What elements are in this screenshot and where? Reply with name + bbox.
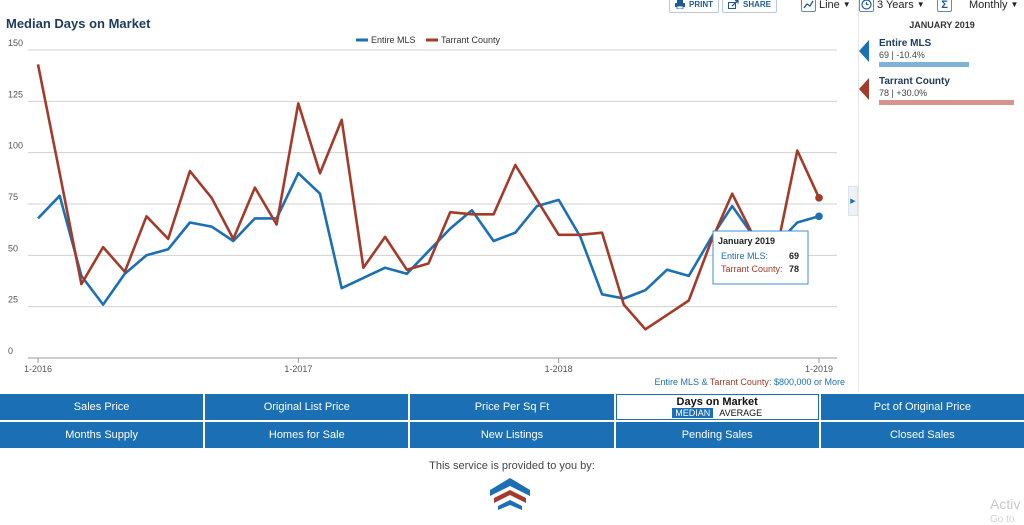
y-tick-label: 25 bbox=[8, 295, 18, 305]
series-endpoint bbox=[815, 194, 823, 202]
nav-active-label: Days on Market bbox=[676, 396, 758, 408]
series-line-entire-mls bbox=[37, 171, 820, 306]
tooltip-row-value: 69 bbox=[789, 251, 799, 261]
top-controls: PRINT SHARE Line ▼ 3 Years ▼ Σ Monthly ▼ bbox=[0, 0, 1024, 14]
y-tick-label: 150 bbox=[8, 38, 23, 48]
side-panel-date: JANUARY 2019 bbox=[909, 20, 975, 30]
company-logo bbox=[474, 478, 546, 523]
footnote-part: Entire MLS bbox=[655, 377, 700, 387]
nav-pending-sales[interactable]: Pending Sales bbox=[615, 422, 819, 448]
pointer-left-icon bbox=[859, 78, 869, 100]
chevron-right-icon: ▶ bbox=[850, 198, 856, 205]
nav-closed-sales[interactable]: Closed Sales bbox=[820, 422, 1024, 448]
print-label: PRINT bbox=[689, 0, 713, 9]
legend-label: Entire MLS bbox=[371, 35, 416, 45]
share-button[interactable]: SHARE bbox=[722, 0, 778, 13]
tooltip-box bbox=[712, 230, 809, 285]
watermark-subtext: Go to bbox=[990, 514, 1015, 525]
chart-type-value: Line bbox=[819, 0, 840, 11]
tooltip-row-value: 78 bbox=[789, 264, 799, 274]
y-tick-label: 125 bbox=[8, 89, 23, 99]
x-tick-label: 1-2019 bbox=[805, 364, 833, 374]
side-entry-bar bbox=[879, 62, 969, 67]
watermark-text: Activ bbox=[990, 496, 1021, 512]
provided-by-text: This service is provided to you by: bbox=[429, 460, 595, 472]
side-entry-name: Tarrant County bbox=[879, 76, 950, 87]
chart-title: Median Days on Market bbox=[6, 16, 151, 31]
chevron-down-icon: ▼ bbox=[1010, 0, 1019, 9]
metric-nav: Sales Price Original List Price Price Pe… bbox=[0, 394, 1024, 448]
y-tick-label: 75 bbox=[8, 192, 18, 202]
series-endpoint bbox=[815, 212, 823, 221]
side-entry-bar bbox=[879, 100, 1014, 105]
nav-price-per-sq-ft[interactable]: Price Per Sq Ft bbox=[410, 394, 614, 420]
x-tick-label: 1-2016 bbox=[24, 364, 52, 374]
panel-toggle[interactable]: ▶ bbox=[848, 186, 858, 216]
clock-icon bbox=[859, 0, 874, 12]
nav-months-supply[interactable]: Months Supply bbox=[0, 422, 204, 448]
stat-toggle: MEDIAN AVERAGE bbox=[672, 408, 762, 418]
chart-footnote: Entire MLS & Tarrant County: $800,000 or… bbox=[655, 377, 845, 387]
chart-type-select[interactable]: Line ▼ bbox=[801, 0, 851, 13]
share-label: SHARE bbox=[743, 0, 772, 9]
nav-sales-price[interactable]: Sales Price bbox=[0, 394, 204, 420]
nav-pct-of-original-price[interactable]: Pct of Original Price bbox=[820, 394, 1024, 420]
side-entry-stat: 78 | +30.0% bbox=[879, 88, 928, 98]
footnote-part: : $800,000 or More bbox=[769, 377, 845, 387]
print-button[interactable]: PRINT bbox=[669, 0, 719, 13]
chart-plot: 0 25 50 75 100 125 150 1-2016 1-2017 1-2018 1-2019… bbox=[8, 35, 845, 387]
nav-days-on-market[interactable]: Days on Market MEDIAN AVERAGE bbox=[615, 394, 819, 420]
x-tick-label: 1-2018 bbox=[545, 364, 573, 374]
median-option[interactable]: MEDIAN bbox=[672, 408, 714, 418]
nav-new-listings[interactable]: New Listings bbox=[410, 422, 614, 448]
y-tick-label: 50 bbox=[8, 243, 18, 253]
footnote-part: & bbox=[699, 377, 710, 387]
chevron-down-icon: ▼ bbox=[842, 0, 851, 9]
footnote-part: Tarrant County bbox=[710, 377, 770, 387]
tooltip-title: January 2019 bbox=[718, 236, 775, 246]
nav-original-list-price[interactable]: Original List Price bbox=[205, 394, 409, 420]
share-icon bbox=[728, 0, 739, 9]
period-select[interactable]: 3 Years ▼ bbox=[859, 0, 925, 13]
sigma-icon: Σ bbox=[937, 0, 952, 12]
tooltip-row-label: Entire MLS: bbox=[721, 251, 768, 261]
x-tick-label: 1-2017 bbox=[284, 364, 312, 374]
line-chart-icon bbox=[801, 0, 816, 12]
average-option[interactable]: AVERAGE bbox=[719, 408, 763, 418]
side-entry-name: Entire MLS bbox=[879, 38, 932, 49]
pointer-left-icon bbox=[859, 40, 869, 62]
y-tick-label: 100 bbox=[8, 141, 23, 151]
printer-icon bbox=[675, 0, 685, 9]
interval-value: Monthly bbox=[969, 0, 1008, 11]
interval-select[interactable]: Σ Monthly ▼ bbox=[937, 0, 1018, 13]
nav-homes-for-sale[interactable]: Homes for Sale bbox=[205, 422, 409, 448]
y-tick-label: 0 bbox=[8, 346, 13, 356]
side-panel: JANUARY 2019 Entire MLS 69 | -10.4% Tarr… bbox=[858, 0, 1024, 392]
legend-label: Tarrant County bbox=[441, 35, 501, 45]
chevron-down-icon: ▼ bbox=[916, 0, 925, 9]
side-entry-stat: 69 | -10.4% bbox=[879, 50, 925, 60]
period-value: 3 Years bbox=[877, 0, 914, 11]
series-line-tarrant-county bbox=[36, 64, 821, 331]
tooltip-row-label: Tarrant County: bbox=[721, 264, 783, 274]
